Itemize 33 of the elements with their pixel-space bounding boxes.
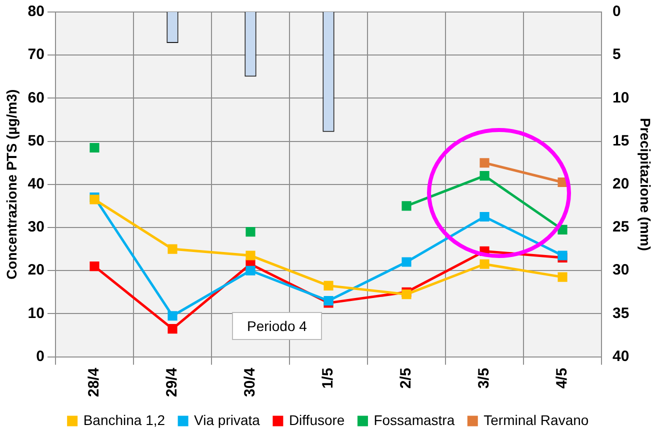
y-tick-label: 80 — [28, 3, 44, 20]
x-tick-label: 30/4 — [242, 367, 259, 398]
y-tick-label: 20 — [28, 262, 44, 279]
y-tick-label: 60 — [28, 89, 44, 106]
y-tick-label: 0 — [36, 348, 44, 365]
x-tick-label: 28/4 — [86, 367, 103, 398]
legend-label: Fossamastra — [374, 412, 455, 428]
x-tick-label: 29/4 — [164, 367, 181, 398]
y-tick-label: 30 — [28, 218, 44, 236]
y2-tick-label: 15 — [612, 132, 630, 150]
y2-tick-label: 30 — [612, 262, 630, 279]
y-tick-label: 10 — [28, 304, 44, 322]
y2-tick-label: 40 — [612, 348, 630, 365]
y2-tick-label: 0 — [612, 3, 621, 20]
x-tick-label: 2/5 — [398, 368, 415, 389]
y2-tick-label: 10 — [612, 89, 630, 106]
y2-tick-label: 35 — [612, 304, 630, 322]
y-axis-title: Concentrazione PTS (µg/m3) — [3, 89, 20, 280]
y-tick-label: 50 — [28, 132, 44, 150]
legend-label: Terminal Ravano — [484, 412, 589, 428]
legend-label: Banchina 1,2 — [83, 412, 166, 428]
y2-tick-label: 20 — [612, 176, 630, 193]
x-tick-label: 3/5 — [476, 368, 493, 389]
annotation: Periodo 4 — [232, 312, 322, 340]
y-tick-label: 70 — [28, 46, 44, 64]
x-tick-label: 1/5 — [320, 368, 337, 389]
y2-axis-title: Precipitazione (mm) — [638, 118, 654, 251]
y2-tick-label: 25 — [612, 218, 630, 236]
x-tick-label: 4/5 — [554, 368, 571, 389]
y2-tick-label: 5 — [612, 46, 621, 64]
y-tick-label: 40 — [28, 176, 44, 193]
legend-label: Diffusore — [288, 412, 345, 428]
legend-label: Via privata — [194, 412, 260, 428]
